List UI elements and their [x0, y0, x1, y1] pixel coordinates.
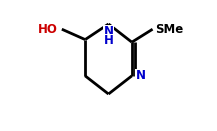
Text: H: H	[104, 34, 113, 47]
Text: N: N	[136, 69, 146, 82]
Text: N: N	[104, 25, 113, 38]
Text: HO: HO	[38, 23, 58, 36]
Text: SMe: SMe	[155, 23, 183, 36]
